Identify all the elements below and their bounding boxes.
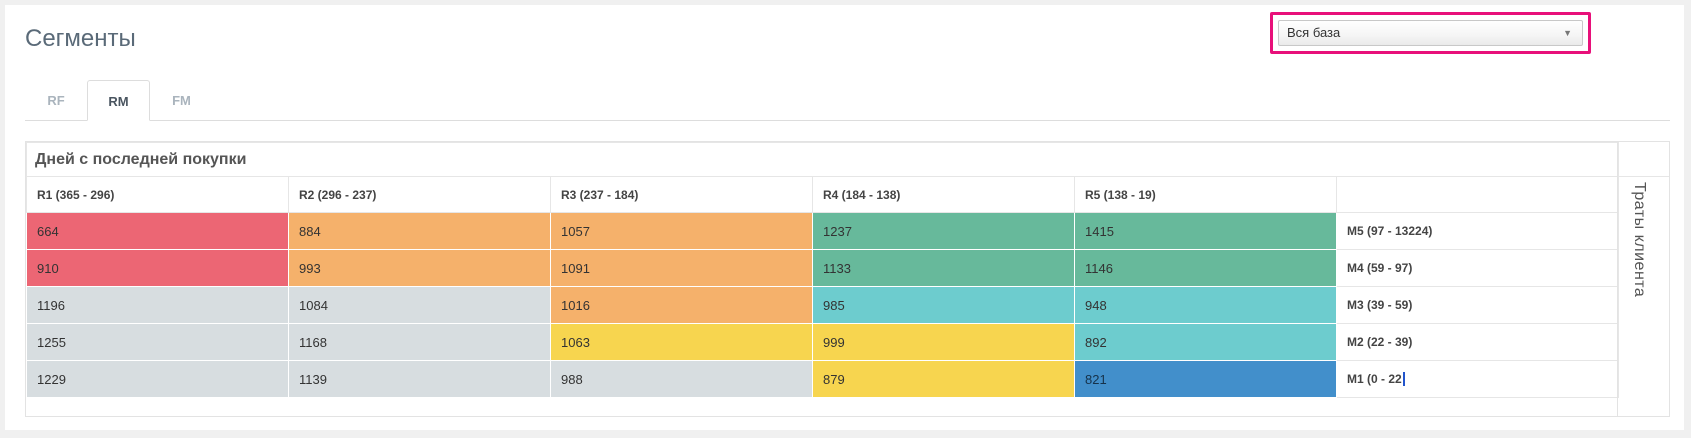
segment-cell[interactable]: 1168 [288, 323, 551, 361]
table-row: 1196 1084 1016 985 948 M3 (39 - 59) [26, 286, 1620, 324]
column-header-r5: R5 (138 - 19) [1074, 176, 1337, 213]
table-row: 1255 1168 1063 999 892 M2 (22 - 39) [26, 323, 1620, 361]
segment-cell[interactable]: 1255 [26, 323, 289, 361]
side-label-spacer [1618, 142, 1669, 177]
segment-cell[interactable]: 1057 [550, 212, 813, 250]
segment-cell[interactable]: 879 [812, 360, 1075, 398]
segment-select-highlight: Вся база ▼ [1270, 12, 1591, 54]
segment-cell[interactable]: 985 [812, 286, 1075, 324]
row-label-m5: M5 (97 - 13224) [1335, 212, 1620, 250]
column-header-r2: R2 (296 - 237) [288, 176, 551, 213]
segment-cell[interactable]: 910 [26, 249, 289, 287]
text-cursor-icon [1402, 372, 1405, 387]
segment-cell[interactable]: 892 [1074, 323, 1337, 361]
segment-cell[interactable]: 1091 [550, 249, 813, 287]
segment-cell[interactable]: 988 [550, 360, 813, 398]
segment-cell[interactable]: 1229 [26, 360, 289, 398]
segment-cell[interactable]: 1063 [550, 323, 813, 361]
segment-select-value: Вся база [1287, 25, 1341, 40]
segment-cell[interactable]: 1196 [26, 286, 289, 324]
segment-cell[interactable]: 1084 [288, 286, 551, 324]
tab-rm[interactable]: RM [87, 80, 150, 121]
row-label-m3: M3 (39 - 59) [1335, 286, 1620, 324]
segment-cell[interactable]: 993 [288, 249, 551, 287]
segment-cell[interactable]: 1016 [550, 286, 813, 324]
table-row: 910 993 1091 1133 1146 M4 (59 - 97) [26, 249, 1620, 287]
segment-cell[interactable]: 1146 [1074, 249, 1337, 287]
table-row: 664 884 1057 1237 1415 M5 (97 - 13224) [26, 212, 1620, 250]
table-title: Дней с последней покупки [25, 142, 1620, 177]
table-row: 1229 1139 988 879 821 M1 (0 - 22 [26, 360, 1620, 398]
column-header-r4: R4 (184 - 138) [812, 176, 1075, 213]
tab-bar: RF RM FM [25, 80, 1670, 121]
tab-fm[interactable]: FM [172, 93, 191, 108]
rfm-table-container: Дней с последней покупки R1 (365 - 296) … [25, 141, 1670, 417]
rfm-table: Дней с последней покупки R1 (365 - 296) … [25, 142, 1620, 398]
column-header-r1: R1 (365 - 296) [26, 176, 289, 213]
chevron-down-icon: ▼ [1563, 28, 1572, 38]
segment-cell[interactable]: 1415 [1074, 212, 1337, 250]
segment-cell[interactable]: 948 [1074, 286, 1337, 324]
column-header-r3: R3 (237 - 184) [550, 176, 813, 213]
segment-select[interactable]: Вся база ▼ [1278, 20, 1583, 46]
row-label-m1: M1 (0 - 22 [1335, 360, 1620, 398]
segment-cell[interactable]: 1133 [812, 249, 1075, 287]
row-label-m2: M2 (22 - 39) [1335, 323, 1620, 361]
segment-cell[interactable]: 999 [812, 323, 1075, 361]
segment-cell[interactable]: 884 [288, 212, 551, 250]
page-title: Сегменты [25, 25, 136, 52]
segments-panel: Сегменты Вся база ▼ RF RM FM Дней с посл… [5, 5, 1684, 430]
row-label-m1-text: M1 (0 - 22 [1347, 371, 1402, 386]
row-label-m4: M4 (59 - 97) [1335, 249, 1620, 287]
tab-rf[interactable]: RF [47, 93, 65, 108]
segment-cell[interactable]: 1237 [812, 212, 1075, 250]
side-axis-label: Траты клиента [1617, 142, 1669, 416]
segment-cell[interactable]: 664 [26, 212, 289, 250]
side-label-text: Траты клиента [1631, 182, 1648, 298]
column-header-empty [1335, 176, 1620, 213]
segment-cell[interactable]: 821 [1074, 360, 1337, 398]
segment-cell[interactable]: 1139 [288, 360, 551, 398]
